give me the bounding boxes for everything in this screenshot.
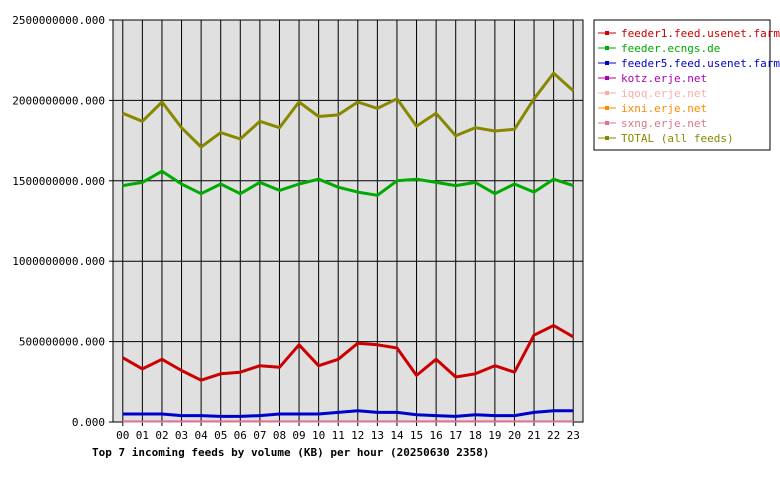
x-tick-label: 11 <box>332 429 345 442</box>
y-tick-label: 0.000 <box>72 416 105 429</box>
x-tick-label: 12 <box>351 429 364 442</box>
x-tick-label: 18 <box>469 429 482 442</box>
legend-swatch-marker <box>605 136 609 140</box>
x-tick-label: 02 <box>155 429 168 442</box>
legend-label: feeder.ecngs.de <box>621 42 720 55</box>
legend-swatch-marker <box>605 46 609 50</box>
legend-label: feeder1.feed.usenet.farm <box>621 27 780 40</box>
series-line <box>122 71 575 149</box>
x-tick-label: 05 <box>214 429 227 442</box>
x-tick-label: 00 <box>116 429 129 442</box>
y-tick-label: 1000000000.000 <box>12 255 105 268</box>
series-lines <box>122 71 575 423</box>
x-tick-label: 09 <box>292 429 305 442</box>
series-line <box>122 324 574 382</box>
x-tick-label: 01 <box>136 429 149 442</box>
legend: feeder1.feed.usenet.farm feeder.ecngs.de f… <box>593 19 780 151</box>
x-tick-label: 20 <box>508 429 521 442</box>
y-tick-label: 1500000000.000 <box>12 175 105 188</box>
x-tick-label: 14 <box>390 429 404 442</box>
x-tick-label: 22 <box>547 429 560 442</box>
plot-area <box>112 19 584 423</box>
legend-swatch-marker <box>605 106 609 110</box>
legend-label: sxng.erje.net <box>621 117 707 130</box>
legend-label: iqoq.erje.net <box>621 87 707 100</box>
legend-label: TOTAL (all feeds) <box>621 132 734 145</box>
series-line <box>122 169 574 197</box>
x-tick-label: 03 <box>175 429 188 442</box>
legend-label: kotz.erje.net <box>621 72 707 85</box>
legend-swatch-marker <box>605 76 609 80</box>
y-tick-label: 2500000000.000 <box>12 14 105 27</box>
x-tick-label: 06 <box>234 429 247 442</box>
x-axis-ticks: 00 01 02 03 04 05 06 07 08 09 10 11 12 13 14 15 16 17 18 19… <box>116 422 580 442</box>
y-tick-label: 500000000.000 <box>19 336 105 349</box>
x-tick-label: 15 <box>410 429 423 442</box>
x-tick-label: 23 <box>567 429 580 442</box>
x-tick-label: 10 <box>312 429 325 442</box>
x-tick-label: 16 <box>430 429 443 442</box>
chart-title: Top 7 incoming feeds by volume (KB) per … <box>92 446 489 459</box>
x-tick-label: 21 <box>527 429 540 442</box>
y-tick-label: 2000000000.000 <box>12 94 105 107</box>
x-tick-label: 13 <box>371 429 384 442</box>
y-axis-ticks: 0.000 500000000.000 1000000000.000 15000000… <box>12 14 113 429</box>
legend-label: feeder5.feed.usenet.farm <box>621 57 780 70</box>
x-tick-label: 19 <box>488 429 501 442</box>
x-tick-label: 07 <box>253 429 266 442</box>
legend-swatch-marker <box>605 91 609 95</box>
x-tick-label: 04 <box>195 429 209 442</box>
x-tick-label: 17 <box>449 429 462 442</box>
series-line <box>122 409 574 418</box>
legend-box <box>593 19 771 151</box>
legend-swatch-marker <box>605 61 609 65</box>
legend-label: ixni.erje.net <box>621 102 707 115</box>
legend-swatch-marker <box>605 121 609 125</box>
x-tick-label: 08 <box>273 429 286 442</box>
legend-swatch-marker <box>605 31 609 35</box>
